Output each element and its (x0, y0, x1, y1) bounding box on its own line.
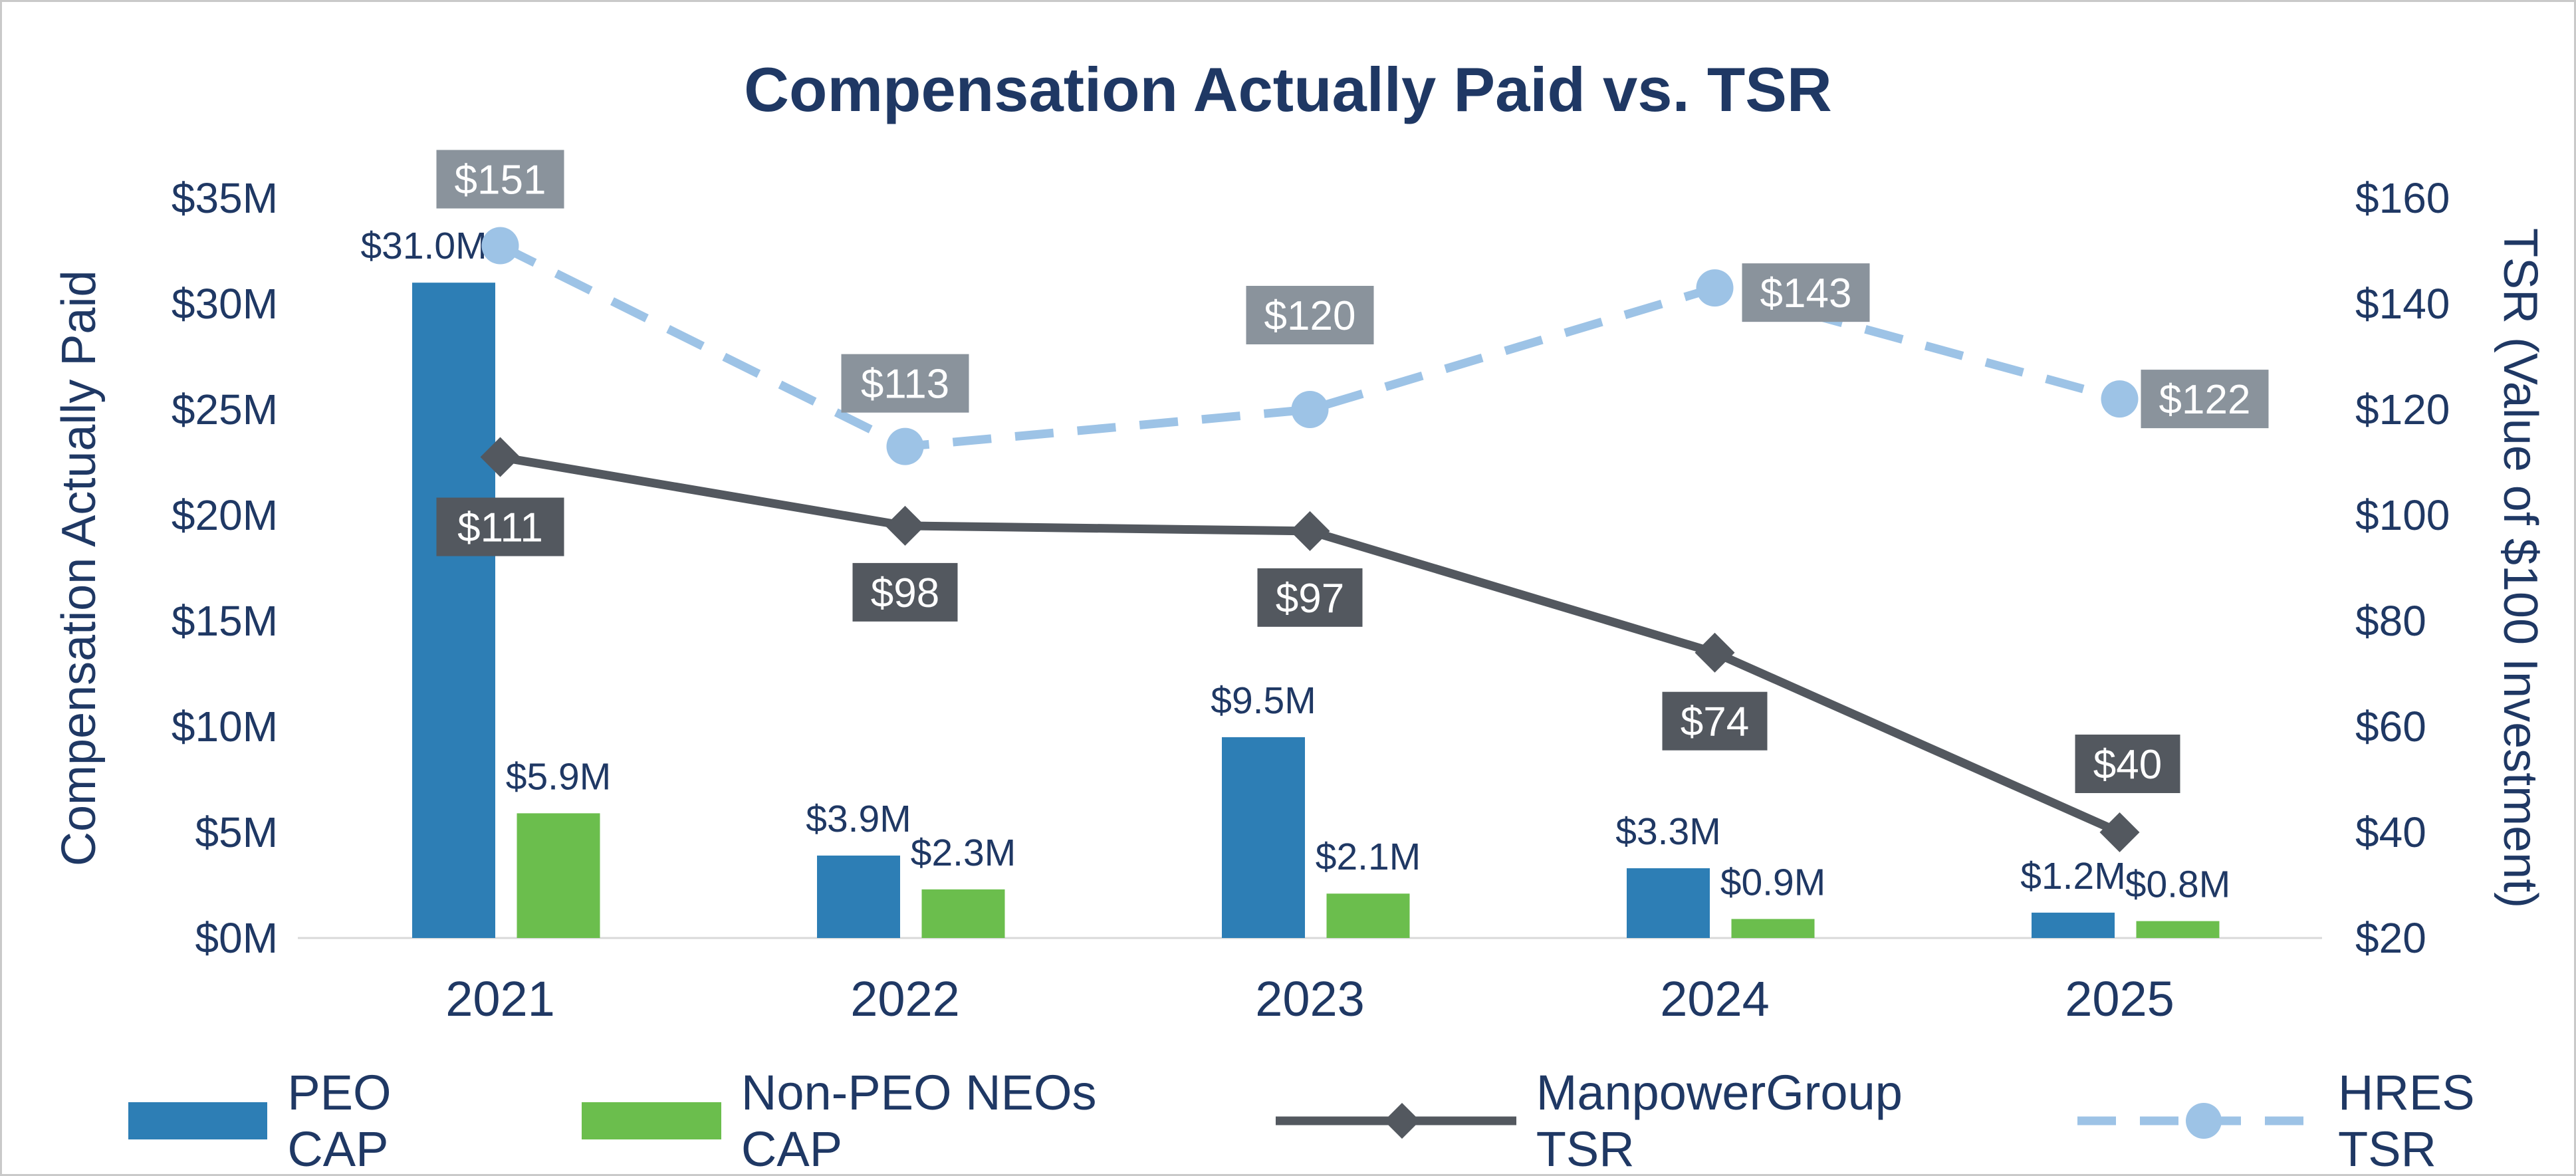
legend-item-manpowergroup-tsr: ManpowerGroup TSR (1275, 1064, 1992, 1176)
left-axis-tick: $25M (172, 386, 278, 433)
circle-marker-2024 (1696, 269, 1734, 307)
legend-item-peo-cap: PEO CAP (128, 1064, 495, 1176)
right-axis-tick: $120 (2355, 386, 2450, 433)
right-axis-tick: $80 (2355, 597, 2426, 645)
hres-tsr-label-2022: $113 (861, 362, 949, 408)
left-axis-tick: $0M (195, 914, 279, 962)
right-axis-tick: $20 (2355, 914, 2426, 962)
non-peo-neos-cap-bar-2024 (1731, 919, 1815, 938)
manpowergroup-tsr-swatch (1275, 1103, 1516, 1139)
chart-legend: PEO CAP Non-PEO NEOs CAP ManpowerGroup T… (128, 1064, 2574, 1176)
diamond-marker-2023 (1290, 511, 1330, 551)
manpowergroup-tsr-label-2022: $98 (871, 570, 939, 616)
right-axis-tick: $100 (2355, 491, 2450, 539)
diamond-marker-2025 (2099, 812, 2140, 852)
peo-cap-bar-2025 (2032, 912, 2115, 938)
non-peo-neos-cap-value-label-2021: $5.9M (506, 755, 611, 798)
circle-marker-2021 (481, 227, 519, 265)
peo-cap-value-label-2024: $3.3M (1615, 810, 1720, 853)
hres-tsr-label-2023: $120 (1264, 293, 1356, 339)
circle-marker-2022 (886, 427, 924, 465)
diamond-marker-2022 (885, 505, 925, 546)
hres-tsr-label-2021: $151 (455, 158, 546, 203)
legend-label-non-peo-neos-cap: Non-PEO NEOs CAP (741, 1065, 1097, 1176)
manpowergroup-tsr-label-box-2025 (2075, 735, 2180, 793)
left-axis-tick: $20M (172, 491, 278, 539)
diamond-marker-2024 (1695, 632, 1735, 673)
manpowergroup-tsr-label-box-2024 (1662, 691, 1768, 751)
non-peo-neos-cap-bar-2023 (1326, 893, 1410, 938)
x-axis-label-2021: 2021 (445, 971, 555, 1026)
left-axis-tick: $30M (172, 280, 278, 328)
right-axis-tick: $40 (2355, 808, 2426, 856)
left-axis-tick: $5M (195, 808, 279, 856)
peo-cap-bar-2022 (817, 855, 900, 938)
manpowergroup-tsr-label-box-2022 (852, 562, 958, 622)
manpowergroup-tsr-label-box-2023 (1257, 568, 1363, 627)
peo-cap-bar-2023 (1222, 737, 1305, 938)
peo-cap-bar-2024 (1627, 868, 1710, 938)
legend-label-manpowergroup-tsr: ManpowerGroup TSR (1536, 1065, 1903, 1176)
non-peo-neos-cap-swatch-rect (582, 1102, 721, 1139)
hres-tsr-label-box-2024 (1742, 263, 1870, 322)
diamond-marker-2021 (480, 437, 521, 477)
x-axis-label-2023: 2023 (1255, 971, 1365, 1026)
non-peo-neos-cap-bar-2022 (921, 889, 1005, 938)
non-peo-neos-cap-value-label-2025: $0.8M (2125, 864, 2230, 906)
peo-cap-bar-2021 (412, 283, 495, 938)
hres-tsr-label-box-2022 (841, 354, 969, 413)
legend-label-hres-tsr: HRES TSR (2338, 1065, 2475, 1176)
manpowergroup-tsr-label-2025: $40 (2093, 742, 2162, 788)
hres-tsr-swatch (2077, 1103, 2318, 1139)
manpowergroup-tsr-label-2021: $111 (457, 505, 543, 551)
hres-tsr-label-2024: $143 (1760, 271, 1852, 316)
non-peo-neos-cap-swatch (582, 1102, 721, 1139)
right-axis-title: TSR (Value of $100 Investment) (2494, 227, 2547, 909)
x-axis-label-2025: 2025 (2065, 971, 2174, 1026)
circle-marker-2025 (2101, 380, 2139, 418)
non-peo-neos-cap-value-label-2024: $0.9M (1720, 861, 1825, 903)
hres-tsr-label-box-2023 (1246, 286, 1374, 344)
peo-cap-value-label-2023: $9.5M (1211, 679, 1316, 722)
legend-item-hres-tsr: HRES TSR (2077, 1064, 2574, 1176)
peo-cap-value-label-2025: $1.2M (2020, 855, 2125, 897)
peo-cap-swatch (128, 1102, 268, 1139)
manpowergroup-tsr-label-2023: $97 (1276, 576, 1344, 622)
right-axis-tick: $60 (2355, 703, 2426, 751)
circle-marker-icon (2186, 1103, 2222, 1139)
non-peo-neos-cap-value-label-2022: $2.3M (911, 832, 1016, 874)
peo-cap-value-label-2021: $31.0M (360, 225, 487, 267)
hres-tsr-label-box-2021 (436, 150, 564, 209)
diamond-marker-icon (1383, 1103, 1420, 1139)
manpowergroup-tsr-label-2024: $74 (1681, 699, 1749, 745)
non-peo-neos-cap-bar-2021 (517, 813, 600, 938)
left-axis-tick: $10M (172, 703, 278, 751)
peo-cap-value-label-2022: $3.9M (806, 798, 911, 840)
circle-marker-2023 (1291, 391, 1329, 428)
non-peo-neos-cap-bar-2025 (2136, 921, 2220, 938)
x-axis-label-2024: 2024 (1660, 971, 1770, 1026)
x-axis-label-2022: 2022 (850, 971, 960, 1026)
peo-cap-swatch-rect (128, 1102, 268, 1139)
hres-tsr-label-box-2025 (2141, 370, 2269, 429)
hres-tsr-label-2025: $122 (2159, 377, 2251, 423)
chart-title: Compensation Actually Paid vs. TSR (744, 55, 1832, 124)
right-axis-tick: $160 (2355, 174, 2450, 222)
non-peo-neos-cap-value-label-2023: $2.1M (1316, 836, 1421, 878)
right-axis-tick: $140 (2355, 280, 2450, 328)
legend-item-non-peo-neos-cap: Non-PEO NEOs CAP (582, 1064, 1189, 1176)
left-axis-tick: $35M (172, 174, 278, 222)
left-axis-tick: $15M (172, 597, 278, 645)
legend-label-peo-cap: PEO CAP (287, 1065, 392, 1176)
manpowergroup-tsr-label-box-2021 (436, 497, 564, 556)
